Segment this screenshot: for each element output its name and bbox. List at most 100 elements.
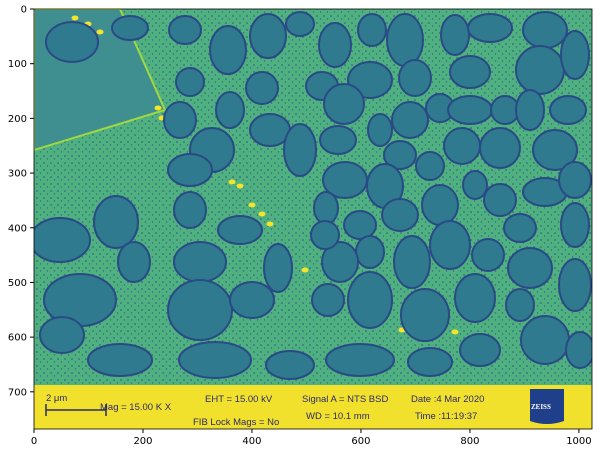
grain <box>118 242 150 282</box>
yellow-particle <box>259 212 266 217</box>
yellow-particle <box>72 16 79 21</box>
grain <box>392 102 428 138</box>
grain <box>460 334 500 366</box>
grain <box>266 351 314 379</box>
grain <box>516 90 544 130</box>
date-text: Date :4 Mar 2020 <box>411 394 484 405</box>
grain <box>506 289 534 321</box>
grain <box>168 154 212 186</box>
grain <box>561 31 589 79</box>
grain <box>210 26 246 74</box>
grain <box>422 185 458 225</box>
grain <box>356 236 384 268</box>
yellow-particle <box>249 203 256 208</box>
x-tick-label: 400 <box>242 436 261 447</box>
y-tick-label: 200 <box>8 114 27 125</box>
grain <box>463 171 487 199</box>
grain <box>566 332 594 368</box>
x-tick-label: 200 <box>133 436 152 447</box>
grain <box>320 126 356 154</box>
x-tick-label: 800 <box>460 436 479 447</box>
grain <box>286 12 314 36</box>
grain <box>480 128 520 168</box>
grain <box>324 84 364 124</box>
grain <box>491 96 519 124</box>
grain <box>312 284 344 316</box>
info-bar: 2 μm Mag = 15.00 K X EHT = 15.00 kV Sign… <box>34 385 592 429</box>
scale-bar-label: 2 μm <box>46 393 67 404</box>
grain <box>46 22 98 62</box>
svg-text:ZEISS: ZEISS <box>531 403 551 411</box>
grain <box>559 259 591 311</box>
wd-text: WD = 10.1 mm <box>306 411 370 422</box>
grain <box>218 216 262 244</box>
zeiss-logo: ZEISS <box>530 389 564 424</box>
yellow-particle <box>229 180 236 185</box>
grain <box>358 14 386 46</box>
grain <box>179 342 251 378</box>
yellow-particle <box>452 330 459 335</box>
grain <box>408 348 452 376</box>
grain <box>174 242 226 282</box>
grain <box>164 102 196 138</box>
grain <box>314 192 338 224</box>
grain <box>455 274 495 322</box>
yellow-particle <box>267 222 274 227</box>
fib-text: FIB Lock Mags = No <box>193 417 279 428</box>
y-tick-label: 400 <box>8 223 27 234</box>
grain <box>344 211 376 239</box>
y-tick-label: 100 <box>8 59 27 70</box>
grain <box>468 14 512 42</box>
grain <box>504 214 536 242</box>
micrograph <box>30 9 594 429</box>
y-tick-label: 700 <box>8 387 27 398</box>
grain <box>444 128 480 164</box>
grain <box>521 316 569 364</box>
grain <box>246 72 278 104</box>
grain <box>416 152 444 180</box>
grain <box>382 199 418 231</box>
y-tick-label: 0 <box>21 5 27 16</box>
grain <box>326 344 394 376</box>
grain <box>559 162 591 198</box>
grain <box>450 56 490 88</box>
grain <box>523 12 567 48</box>
grain <box>284 124 316 176</box>
grain <box>216 92 244 128</box>
grain <box>550 96 586 124</box>
signal-text: Signal A = NTS BSD <box>302 394 388 405</box>
grain <box>40 317 84 353</box>
grain <box>264 244 292 292</box>
grain <box>174 192 206 228</box>
grain <box>176 68 204 96</box>
grain <box>250 14 286 58</box>
yellow-particle <box>97 30 104 35</box>
grain <box>441 15 469 55</box>
grain <box>394 236 430 288</box>
time-text: Time :11:19:37 <box>415 411 477 422</box>
grain <box>472 239 504 271</box>
yellow-particle <box>237 184 244 189</box>
mag-text: Mag = 15.00 K X <box>100 402 172 413</box>
grain <box>230 282 274 318</box>
grain <box>399 60 431 96</box>
grain <box>112 16 148 40</box>
grain <box>401 289 449 341</box>
y-tick-label: 500 <box>8 278 27 289</box>
grain <box>368 114 392 146</box>
x-tick-label: 0 <box>31 436 37 447</box>
x-tick-label: 1000 <box>566 436 591 447</box>
grain <box>448 96 492 124</box>
grain <box>311 221 339 249</box>
grain <box>508 248 552 288</box>
grain <box>484 184 516 216</box>
y-tick-label: 600 <box>8 333 27 344</box>
grain <box>430 221 470 269</box>
x-axis: 0 200 400 600 800 1000 <box>31 429 592 447</box>
grain <box>348 272 392 328</box>
x-tick-label: 600 <box>351 436 370 447</box>
y-axis: 0 100 200 300 400 500 600 700 <box>8 5 34 399</box>
y-tick-label: 300 <box>8 169 27 180</box>
eht-text: EHT = 15.00 kV <box>205 394 273 405</box>
